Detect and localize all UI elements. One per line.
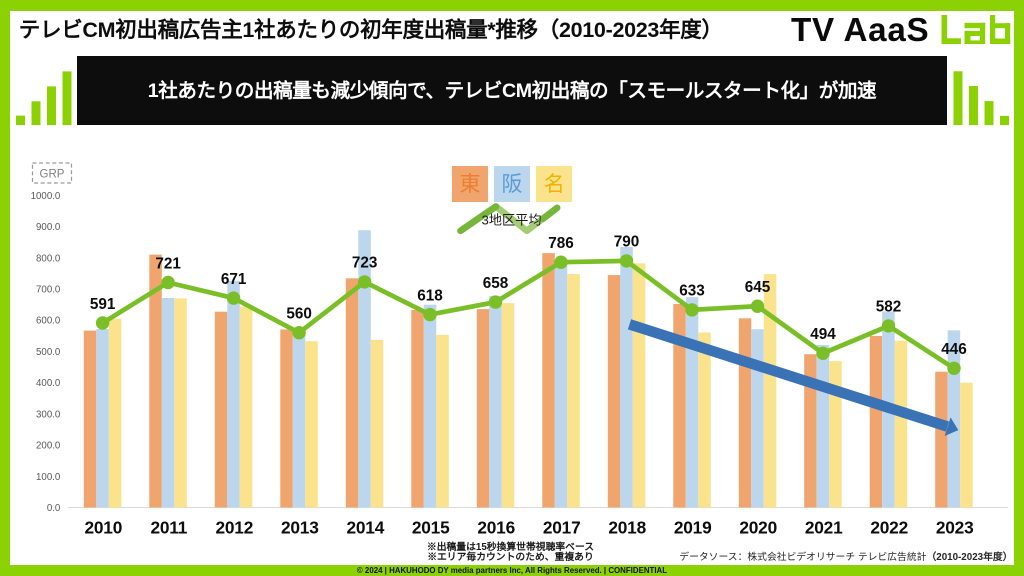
svg-text:700.0: 700.0: [36, 285, 61, 296]
svg-text:3地区平均: 3地区平均: [481, 212, 541, 227]
svg-text:2023: 2023: [936, 518, 974, 538]
svg-text:2016: 2016: [477, 518, 515, 538]
svg-text:786: 786: [548, 235, 574, 252]
svg-text:2014: 2014: [346, 518, 384, 538]
svg-text:1000.0: 1000.0: [31, 191, 61, 202]
svg-text:2013: 2013: [281, 518, 319, 538]
svg-text:800.0: 800.0: [36, 253, 61, 264]
svg-text:582: 582: [876, 299, 902, 316]
svg-text:2011: 2011: [150, 518, 187, 538]
svg-text:2022: 2022: [870, 518, 908, 538]
svg-text:400.0: 400.0: [36, 378, 61, 389]
svg-text:2017: 2017: [543, 518, 581, 538]
svg-text:591: 591: [90, 296, 116, 313]
svg-text:2012: 2012: [215, 518, 253, 538]
svg-text:494: 494: [810, 326, 836, 343]
svg-text:723: 723: [352, 255, 378, 272]
svg-text:671: 671: [221, 271, 247, 288]
svg-text:300.0: 300.0: [36, 409, 61, 420]
svg-text:2021: 2021: [805, 518, 843, 538]
svg-text:500.0: 500.0: [36, 347, 61, 358]
svg-text:633: 633: [679, 283, 705, 300]
svg-text:0.0: 0.0: [47, 503, 61, 514]
svg-text:721: 721: [155, 255, 181, 272]
svg-text:900.0: 900.0: [36, 222, 61, 233]
svg-text:2018: 2018: [608, 518, 646, 538]
svg-text:560: 560: [286, 306, 312, 323]
svg-text:790: 790: [614, 234, 640, 251]
svg-text:618: 618: [417, 287, 443, 304]
svg-text:2010: 2010: [84, 518, 122, 538]
svg-text:GRP: GRP: [40, 169, 65, 181]
svg-text:2019: 2019: [674, 518, 712, 538]
svg-text:446: 446: [941, 341, 967, 358]
svg-text:100.0: 100.0: [36, 472, 61, 483]
svg-text:658: 658: [483, 275, 509, 292]
svg-text:600.0: 600.0: [36, 316, 61, 327]
svg-text:200.0: 200.0: [36, 441, 61, 452]
svg-text:2020: 2020: [739, 518, 777, 538]
svg-text:2015: 2015: [412, 518, 450, 538]
svg-text:645: 645: [745, 279, 771, 296]
